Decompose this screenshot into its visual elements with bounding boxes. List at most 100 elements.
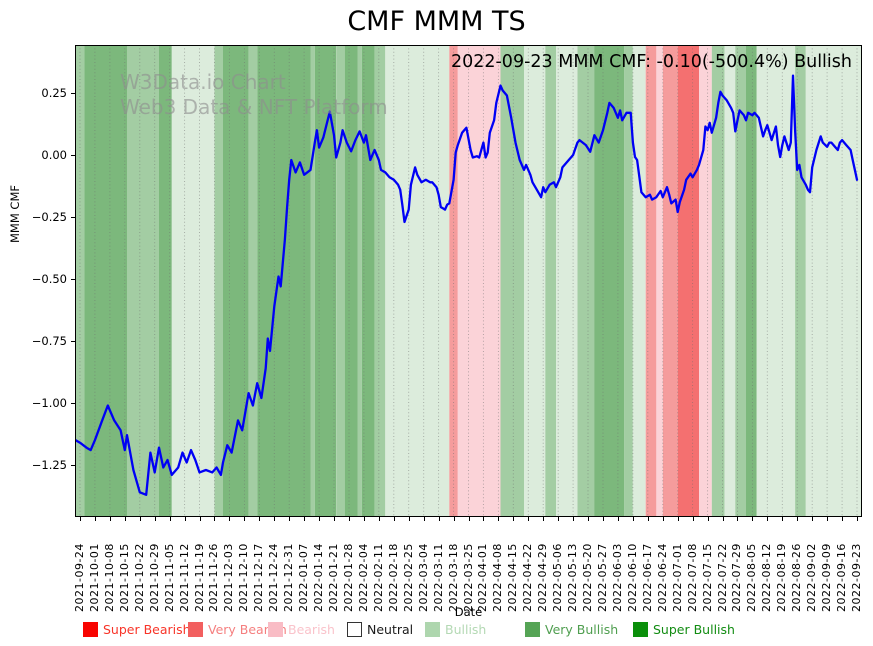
sentiment-band-very_bearish [645, 45, 657, 517]
sentiment-band-bullish [805, 45, 862, 517]
x-tick-mark [797, 517, 799, 521]
x-tick-label: 2022-03-18 [446, 543, 460, 612]
sentiment-band-very_bearish [662, 45, 678, 517]
x-tick-label: 2022-08-19 [775, 543, 789, 612]
sentiment-band-super_bullish [361, 45, 375, 517]
legend-item-bullish: Bullish [425, 620, 486, 638]
sentiment-band-super_bullish [159, 45, 172, 517]
x-tick-mark [647, 517, 649, 521]
cmf-line [75, 74, 859, 496]
x-tick-label: 2021-11-12 [177, 543, 191, 612]
sentiment-band-bullish [724, 45, 736, 517]
x-tick-mark [543, 517, 545, 521]
chart-title: CMF MMM TS [347, 6, 526, 37]
x-tick-label: 2021-10-29 [147, 543, 161, 612]
x-tick-label: 2022-07-08 [685, 543, 699, 612]
x-tick-label: 2021-12-03 [222, 543, 236, 612]
legend-item-super-bearish: Super Bearish [83, 620, 191, 638]
x-tick-mark [588, 517, 590, 521]
x-tick-mark [274, 517, 276, 521]
x-tick-mark [289, 517, 291, 521]
x-tick-label: 2022-09-09 [820, 543, 834, 612]
y-tick-label: −1.25 [31, 458, 67, 472]
x-tick-label: 2022-01-14 [312, 543, 326, 612]
sentiment-band-very_bullish [214, 45, 223, 517]
x-tick-label: 2022-04-29 [536, 543, 550, 612]
y-tick-mark [71, 403, 75, 404]
legend-swatch-icon [83, 622, 98, 637]
x-tick-label: 2022-07-01 [670, 543, 684, 612]
legend-item-very-bearish: Very Bearish [188, 620, 287, 638]
sentiment-band-very_bullish [310, 45, 315, 517]
legend-swatch-icon [633, 622, 648, 637]
y-tick-label: −0.50 [31, 272, 67, 286]
x-tick-label: 2022-06-17 [640, 543, 654, 612]
y-tick-label: 0.00 [41, 148, 67, 162]
legend-swatch-icon [188, 622, 203, 637]
x-tick-label: 2022-05-20 [581, 543, 595, 612]
sentiment-band-super_bullish [594, 45, 625, 517]
x-tick-mark [617, 517, 619, 521]
x-tick-mark [483, 517, 485, 521]
x-tick-label: 2022-03-25 [461, 543, 475, 612]
x-tick-label: 2021-11-26 [207, 543, 221, 612]
x-tick-label: 2022-08-26 [790, 543, 804, 612]
x-tick-label: 2021-11-05 [162, 543, 176, 612]
x-tick-mark [857, 517, 858, 521]
x-tick-mark [124, 517, 126, 521]
sentiment-band-very_bullish [374, 45, 386, 517]
x-tick-label: 2022-08-05 [745, 543, 759, 612]
x-tick-label: 2022-02-18 [386, 543, 400, 612]
x-tick-mark [528, 517, 530, 521]
x-tick-mark [602, 517, 604, 521]
x-tick-mark [94, 517, 96, 521]
x-tick-mark [363, 517, 365, 521]
sentiment-band-very_bullish [711, 45, 725, 517]
x-tick-label: 2022-08-12 [760, 543, 774, 612]
x-tick-mark [722, 517, 724, 521]
sentiment-band-very_bearish [449, 45, 458, 517]
x-tick-label: 2022-02-25 [401, 543, 415, 612]
legend-item-bearish: Bearish [268, 620, 335, 638]
legend-swatch-icon [525, 622, 540, 637]
latest-value-annotation: 2022-09-23 MMM CMF: -0.10(-500.4%) Bulli… [450, 52, 852, 72]
x-tick-mark [139, 517, 141, 521]
legend-label: Bullish [445, 622, 487, 637]
y-tick-mark [71, 93, 75, 94]
y-tick-mark [71, 465, 75, 466]
x-tick-mark [558, 517, 560, 521]
legend-label: Very Bearish [208, 622, 287, 637]
legend-item-neutral: Neutral [347, 620, 413, 638]
y-tick-label: 0.25 [41, 86, 67, 100]
sentiment-band-very_bullish [500, 45, 524, 517]
x-tick-mark [393, 517, 395, 521]
x-tick-label: 2022-04-08 [491, 543, 505, 612]
x-tick-mark [169, 517, 171, 521]
x-tick-mark [423, 517, 425, 521]
legend-label: Super Bullish [653, 622, 735, 637]
legend-item-super-bullish: Super Bullish [633, 620, 735, 638]
x-tick-label: 2021-10-01 [87, 543, 101, 612]
sentiment-band-super_bullish [746, 45, 757, 517]
x-tick-mark [468, 517, 470, 521]
sentiment-band-very_bullish [127, 45, 159, 517]
x-tick-label: 2021-11-19 [192, 543, 206, 612]
x-tick-label: 2022-05-27 [595, 543, 609, 612]
x-tick-mark [348, 517, 350, 521]
x-tick-label: 2022-09-16 [835, 543, 849, 612]
x-tick-label: 2021-12-17 [252, 543, 266, 612]
sentiment-band-very_bullish [248, 45, 258, 517]
x-tick-mark [319, 517, 321, 521]
legend-swatch-icon [425, 622, 440, 637]
y-tick-label: −0.75 [31, 334, 67, 348]
sentiment-band-very_bullish [735, 45, 746, 517]
x-tick-label: 2022-07-15 [700, 543, 714, 612]
x-tick-label: 2022-02-11 [371, 543, 385, 612]
x-tick-mark [229, 517, 231, 521]
x-tick-label: 2021-12-10 [237, 543, 251, 612]
x-tick-mark [692, 517, 694, 521]
x-tick-label: 2022-04-15 [506, 543, 520, 612]
x-tick-mark [842, 517, 844, 521]
legend-label: Bearish [288, 622, 335, 637]
